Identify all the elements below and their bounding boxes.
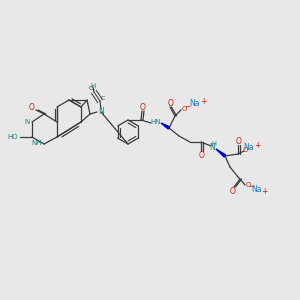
Text: O: O (140, 103, 146, 112)
Text: C: C (89, 86, 93, 92)
Text: O: O (168, 98, 174, 107)
Text: O: O (29, 103, 35, 112)
Text: H: H (90, 83, 96, 89)
Text: Na: Na (251, 185, 261, 194)
Text: +: + (261, 188, 267, 196)
Text: O: O (236, 136, 242, 146)
Polygon shape (161, 123, 170, 129)
Text: O: O (242, 147, 248, 153)
Text: N: N (24, 119, 30, 125)
Text: NH: NH (32, 140, 42, 146)
Text: O: O (199, 151, 205, 160)
Text: Na: Na (244, 143, 254, 152)
Text: HO: HO (8, 134, 18, 140)
Text: Na: Na (190, 100, 200, 109)
Text: O: O (181, 106, 187, 112)
Text: HN: HN (151, 119, 161, 125)
Polygon shape (216, 149, 226, 157)
Text: +: + (200, 98, 206, 106)
Text: N: N (98, 106, 104, 116)
Text: +: + (254, 142, 260, 151)
Text: O: O (245, 182, 251, 188)
Text: C: C (101, 95, 105, 101)
Text: N: N (209, 143, 215, 152)
Text: −: − (184, 103, 190, 112)
Text: −: − (248, 182, 254, 191)
Text: H: H (212, 141, 216, 147)
Text: O: O (230, 187, 236, 196)
